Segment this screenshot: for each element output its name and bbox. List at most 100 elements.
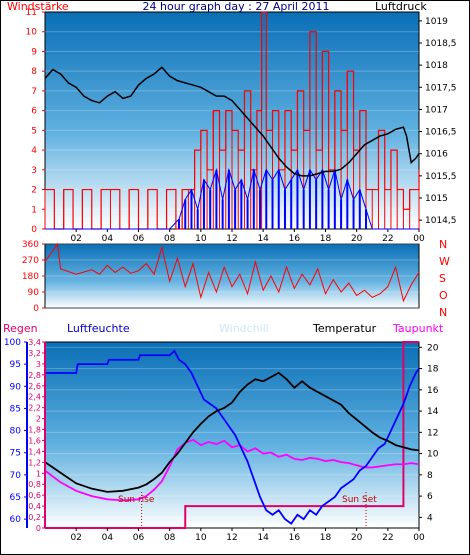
- pressure-axis-title: Luftdruck: [375, 1, 427, 13]
- pressure-tick-label-1017,5: 1017,5: [425, 83, 457, 93]
- pressure-tick-label-1015,5: 1015,5: [425, 172, 457, 182]
- pressure-tick-label-1017: 1017: [425, 105, 448, 115]
- wind-axis-ticks: 0 1 2 3 4 5 6 7 8 9 10 11: [26, 8, 45, 235]
- rain-tick-label-0: 0: [36, 524, 41, 533]
- wind-tick-label-9: 9: [31, 47, 37, 57]
- humidity-tick-label-60: 60: [10, 515, 22, 525]
- humidity-temperature-hour-label-00: 00: [413, 533, 425, 543]
- wind-tick-label-7: 7: [31, 87, 37, 97]
- direction-tick-label-360: 360: [22, 240, 39, 250]
- wind-direction-axis-ticks: 0 90 180 270 360: [22, 240, 45, 314]
- humidity-temperature-hour-label-04: 04: [102, 533, 114, 543]
- compass-label-1: W: [439, 255, 450, 268]
- direction-tick-label-0: 0: [33, 304, 39, 314]
- humidity-tick-label-85: 85: [10, 404, 21, 414]
- compass-label-3: O: [439, 289, 448, 302]
- wind-pressure-hour-label-16: 16: [289, 234, 301, 244]
- pressure-tick-label-1016,5: 1016,5: [425, 128, 457, 138]
- pressure-series: [44, 66, 420, 177]
- pressure-tick-label-1015: 1015: [425, 194, 448, 204]
- temperature-tick-label-12: 12: [427, 428, 438, 438]
- humidity-tick-label-100: 100: [4, 338, 21, 348]
- direction-tick-label-90: 90: [28, 288, 40, 298]
- pressure-tick-label-1018: 1018: [425, 61, 448, 71]
- wind-pressure-hour-label-14: 14: [257, 234, 269, 244]
- wind-pressure-hour-label-10: 10: [195, 234, 207, 244]
- humidity-temperature-hour-label-14: 14: [257, 533, 269, 543]
- wind-tick-label-4: 4: [31, 146, 37, 156]
- wind-tick-label-10: 10: [26, 28, 38, 38]
- wind-direction-line: [44, 242, 420, 303]
- rain-tick-label-1,6: 1,6: [28, 436, 41, 445]
- pressure-tick-label-1016: 1016: [425, 150, 448, 160]
- temperature-tick-label-18: 18: [427, 365, 439, 375]
- wind-direction-series: [44, 242, 420, 303]
- compass-label-2: S: [439, 272, 446, 285]
- humidity-temperature-hour-label-08: 08: [164, 533, 176, 543]
- temperature-tick-label-10: 10: [427, 450, 439, 460]
- humidity-tick-label-65: 65: [10, 493, 21, 503]
- rain-tick-label-3: 3: [36, 360, 41, 369]
- direction-tick-label-270: 270: [22, 256, 39, 266]
- humidity-temperature-hour-label-06: 06: [133, 533, 145, 543]
- pressure-tick-label-1019: 1019: [425, 17, 448, 27]
- rain-axis-ticks: 0 0,2 0,4 0,6 0,8 1 1,2 1,4 1,61,8 2 2,2 2,4 2,6 2,8 3…: [28, 338, 45, 533]
- temperature-tick-label-4: 4: [427, 513, 433, 523]
- humidity-tick-label-90: 90: [10, 382, 22, 392]
- humidity-temperature-hour-label-16: 16: [289, 533, 301, 543]
- rain-tick-label-0,8: 0,8: [28, 480, 41, 489]
- wind-pressure-hour-label-08: 08: [164, 234, 176, 244]
- humidity-temperature-hour-label-02: 02: [70, 533, 81, 543]
- humidity-temperature-hour-label-20: 20: [351, 533, 363, 543]
- rain-tick-label-1,2: 1,2: [28, 458, 41, 467]
- wind-direction-plot-area: [44, 243, 420, 309]
- wind-tick-label-1: 1: [31, 205, 37, 215]
- wind-direction-grid: [45, 243, 419, 309]
- page-title: 24 hour graph day : 27 April 2011: [143, 1, 330, 13]
- luftfeuchte-line: [45, 349, 420, 525]
- rain-axis-title: Regen: [3, 322, 38, 335]
- rain-tick-label-0,6: 0,6: [28, 491, 41, 500]
- rain-tick-label-0,4: 0,4: [28, 502, 41, 511]
- rain-tick-label-3,4: 3,4: [28, 338, 41, 347]
- humidity-temperature-hour-label-22: 22: [382, 533, 393, 543]
- temperature-legend: Temperatur: [312, 322, 377, 335]
- humidity-temperature-hour-label-18: 18: [320, 533, 332, 543]
- wind-pressure-hour-ticks: 02 04 06 08 10 12 14 16 18 20 22 00: [70, 229, 425, 244]
- wind-mean-series: [45, 167, 419, 230]
- sunrise-label: Sun rise: [118, 495, 155, 505]
- sunset-label: Sun Set: [342, 495, 377, 505]
- temperature-tick-label-8: 8: [427, 471, 433, 481]
- temperature-tick-label-20: 20: [427, 343, 439, 353]
- wind-pressure-hour-label-20: 20: [351, 234, 363, 244]
- wind-tick-label-3: 3: [31, 166, 37, 176]
- wind-pressure-hour-label-06: 06: [133, 234, 145, 244]
- wind-tick-label-8: 8: [31, 67, 37, 77]
- rain-tick-label-1: 1: [36, 469, 41, 478]
- windchill-legend: Windchill: [219, 322, 269, 335]
- pressure-axis-ticks: 1014,5 1015 1015,5 1016 1016,5 1017 1017,5 1018…: [419, 17, 457, 226]
- wind-pressure-hour-label-04: 04: [102, 234, 114, 244]
- humidity-axis-ticks: 60 65 70 75 80 85 90 95 100: [4, 338, 27, 525]
- rain-tick-label-1,8: 1,8: [28, 426, 41, 435]
- wind-pressure-hour-label-00: 00: [413, 234, 425, 244]
- wind-axis-title: Windstärke: [7, 1, 69, 13]
- humidity-tick-label-75: 75: [10, 449, 21, 459]
- direction-tick-label-180: 180: [22, 272, 39, 282]
- rain-tick-label-2,4: 2,4: [28, 393, 41, 402]
- wind-pressure-hour-label-12: 12: [226, 234, 237, 244]
- humidity-axis-title: Luftfeuchte: [67, 322, 130, 335]
- humidity-tick-label-70: 70: [10, 471, 22, 481]
- humidity-temperature-hour-label-10: 10: [195, 533, 207, 543]
- wind-pressure-hour-label-22: 22: [382, 234, 393, 244]
- temperature-tick-label-14: 14: [427, 407, 439, 417]
- wind-tick-label-2: 2: [31, 186, 37, 196]
- compass-label-4: N: [439, 306, 447, 319]
- humidity-temperature-hour-ticks: 02 04 06 08 10 12 14 16 18 20 22 00: [70, 528, 425, 543]
- wind-pressure-hour-label-18: 18: [320, 234, 332, 244]
- temperature-axis-ticks: 4 6 8 10 12 14 16 18 20: [419, 343, 439, 523]
- regen-line: [45, 341, 419, 529]
- humidity-tick-label-80: 80: [10, 427, 22, 437]
